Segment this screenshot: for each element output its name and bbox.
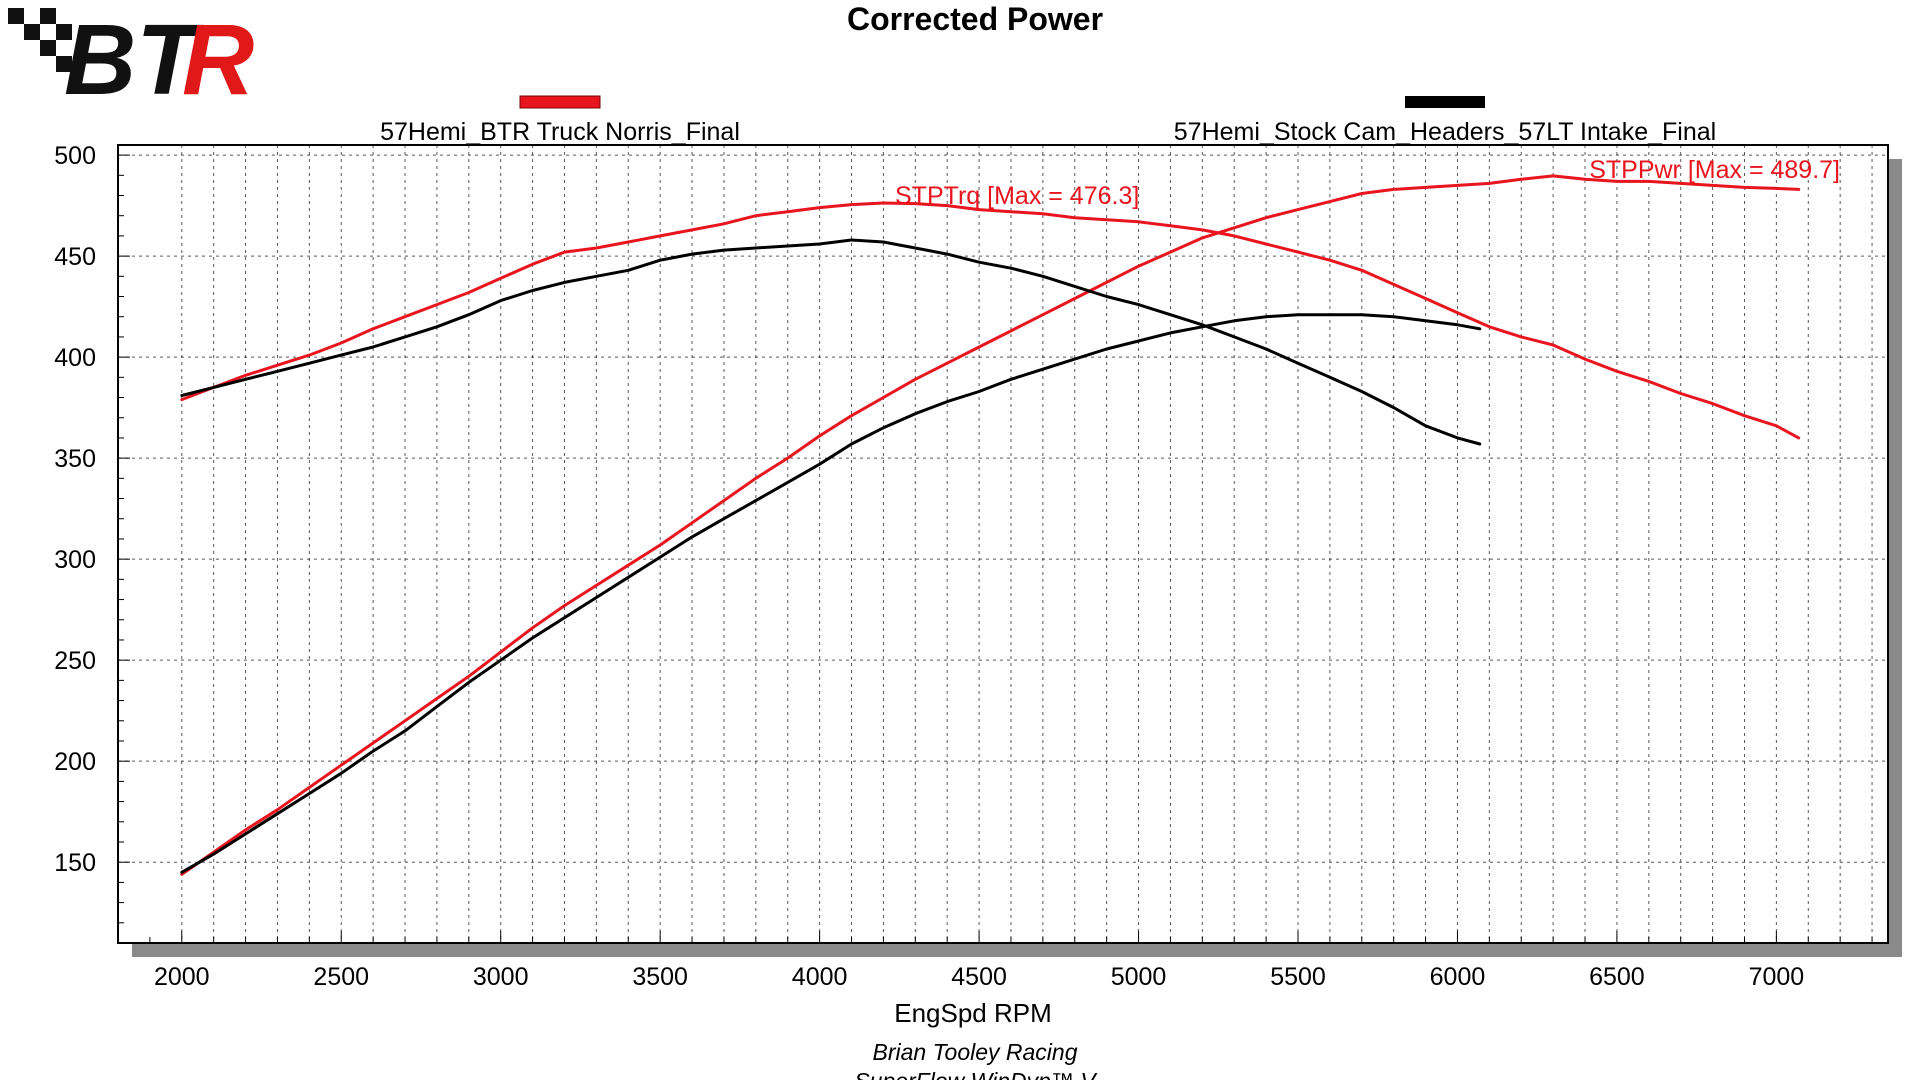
y-tick-label: 500	[54, 142, 96, 170]
annotation-0: STPTrq [Max = 476.3]	[895, 182, 1139, 210]
axis-ticks: 150 200 250 300 350 400 450 500 2000 2500 3000 3500…	[54, 142, 1873, 991]
chart-title: Corrected Power	[847, 1, 1103, 37]
y-tick-label: 150	[54, 849, 96, 877]
x-tick-label: 2500	[313, 963, 369, 991]
series-line-2	[180, 238, 1482, 446]
y-tick-label: 350	[54, 445, 96, 473]
legend-swatch-stock	[1405, 96, 1485, 108]
x-tick-label: 6500	[1589, 963, 1645, 991]
y-tick-label: 250	[54, 647, 96, 675]
legend-label-btr: 57Hemi_BTR Truck Norris_Final	[380, 118, 740, 146]
legend-swatch-btr	[519, 95, 601, 109]
grid	[118, 145, 1888, 943]
y-tick-label: 450	[54, 243, 96, 271]
y-tick-label: 200	[54, 748, 96, 776]
annotation-1: STPPwr [Max = 489.7]	[1589, 156, 1840, 184]
series-line-0	[180, 201, 1801, 440]
btr-logo: BT R	[8, 4, 254, 116]
legend-label-stock: 57Hemi_Stock Cam_Headers_57LT Intake_Fin…	[1174, 118, 1716, 146]
footer-line-2: SuperFlow WinDyn™ V	[854, 1068, 1098, 1080]
x-axis-label: EngSpd RPM	[894, 998, 1052, 1028]
series-lines	[180, 174, 1801, 876]
series-line-3	[180, 313, 1482, 874]
legend: 57Hemi_BTR Truck Norris_Final 57Hemi_Sto…	[380, 95, 1716, 146]
logo-letters-bt: BT	[64, 4, 205, 116]
x-tick-label: 4000	[792, 963, 848, 991]
plot-area	[117, 144, 1889, 944]
y-tick-label: 400	[54, 344, 96, 372]
x-tick-label: 5500	[1270, 963, 1326, 991]
annotations: STPTrq [Max = 476.3] STPPwr [Max = 489.7]	[895, 156, 1840, 210]
x-tick-label: 4500	[951, 963, 1007, 991]
footer-line-1: Brian Tooley Racing	[873, 1039, 1078, 1065]
series-line-1	[180, 174, 1801, 876]
x-tick-label: 5000	[1111, 963, 1167, 991]
checker-flag-icon	[8, 8, 72, 72]
x-tick-label: 6000	[1430, 963, 1486, 991]
y-tick-label: 300	[54, 546, 96, 574]
x-tick-label: 7000	[1749, 963, 1805, 991]
x-tick-label: 2000	[154, 963, 210, 991]
x-tick-label: 3500	[632, 963, 688, 991]
x-tick-label: 3000	[473, 963, 529, 991]
logo-letter-r: R	[182, 4, 254, 116]
